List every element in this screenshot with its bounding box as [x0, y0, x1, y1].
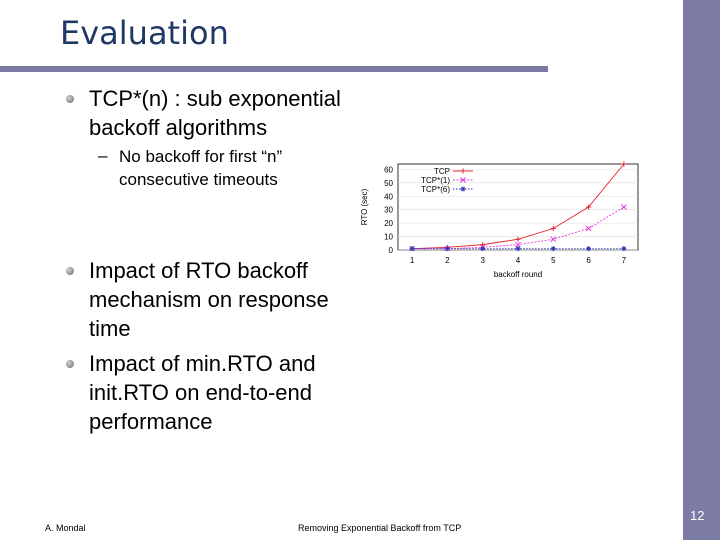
series-point: [585, 225, 592, 232]
series-point: [550, 226, 556, 231]
bullet-3-line-2: init.RTO on end-to-end: [89, 380, 312, 405]
series-point: [550, 246, 556, 252]
y-tick-label: 20: [384, 219, 393, 228]
page-number: 12: [690, 508, 705, 523]
bullet-1-line-1: TCP*(n) : sub exponential: [89, 86, 341, 111]
x-tick-label: 5: [551, 256, 556, 265]
series-point: [515, 246, 521, 252]
series-line-tcp-1: [412, 206, 625, 250]
x-tick-label: 6: [586, 256, 591, 265]
bullet-icon: [66, 360, 74, 368]
bullet-icon: [66, 95, 74, 103]
sub-bullet-line-2: consecutive timeouts: [119, 170, 278, 189]
x-tick-label: 3: [480, 256, 485, 265]
footer-title: Removing Exponential Backoff from TCP: [298, 523, 462, 533]
footer-author: A. Mondal: [45, 523, 86, 533]
series-point: [460, 168, 466, 174]
series-point: [460, 186, 466, 192]
legend-label: TCP*(1): [421, 176, 450, 185]
series-point: [480, 246, 486, 252]
series-point: [460, 177, 466, 183]
legend-label: TCP*(6): [421, 185, 450, 194]
y-tick-label: 60: [384, 165, 393, 174]
right-accent-bar: [683, 0, 720, 540]
legend-label: TCP: [434, 167, 450, 176]
x-tick-label: 1: [410, 256, 415, 265]
x-tick-label: 4: [516, 256, 521, 265]
sub-bullet-line-1: No backoff for first “n”: [119, 147, 283, 166]
series-point: [515, 241, 521, 248]
y-axis-label: RTO (sec): [360, 188, 369, 225]
sub-bullet-dash: –: [98, 146, 108, 165]
series-point: [621, 161, 627, 167]
bullet-2-line-1: Impact of RTO backoff: [89, 258, 308, 283]
bullet-2-line-3: time: [89, 316, 131, 341]
x-tick-label: 7: [622, 256, 627, 265]
bullet-3-line-3: performance: [89, 409, 213, 434]
series-point: [621, 204, 627, 210]
bullet-icon: [66, 267, 74, 275]
y-tick-label: 0: [389, 246, 394, 255]
series-point: [621, 246, 627, 252]
title-underline: [0, 66, 548, 72]
series-point: [409, 246, 415, 252]
series-point: [550, 236, 557, 243]
x-tick-label: 2: [445, 256, 450, 265]
slide-title: Evaluation: [60, 14, 229, 52]
series-point: [515, 236, 521, 242]
series-point: [444, 246, 450, 252]
y-tick-label: 40: [384, 192, 393, 201]
bullet-3-line-1: Impact of min.RTO and: [89, 351, 316, 376]
series-point: [586, 204, 592, 210]
x-axis-label: backoff round: [494, 270, 542, 279]
bullet-1-line-2: backoff algorithms: [89, 115, 268, 140]
series-point: [586, 246, 592, 252]
bullet-2-line-2: mechanism on response: [89, 287, 329, 312]
y-tick-label: 10: [384, 233, 393, 242]
y-tick-label: 30: [384, 206, 393, 215]
y-tick-label: 50: [384, 179, 393, 188]
